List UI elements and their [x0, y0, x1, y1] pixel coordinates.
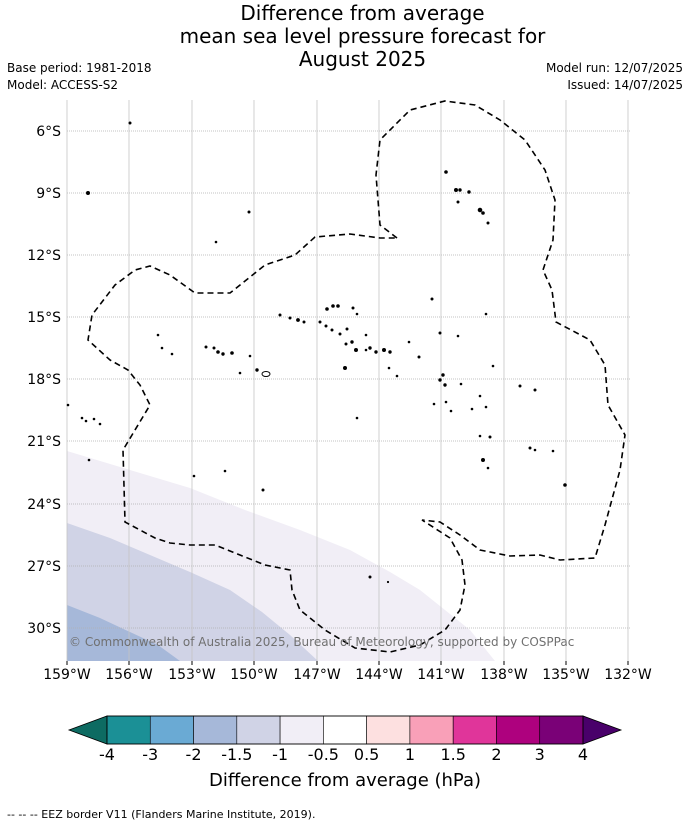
lon-label: 150°W [230, 667, 278, 683]
lat-label: 21°S [27, 434, 61, 450]
meta-right: Model run: 12/07/2025 Issued: 14/07/2025 [546, 60, 683, 94]
issued-date: Issued: 14/07/2025 [567, 78, 683, 92]
lat-label: 24°S [27, 497, 61, 513]
title-line-1: Difference from average [240, 1, 485, 25]
map-title: Difference from average mean sea level p… [0, 2, 690, 71]
lat-label: 6°S [36, 124, 61, 140]
axis-ticks [66, 661, 629, 665]
colorbar-tick-label: 4 [577, 745, 589, 764]
colorbar-tick-label: 3 [534, 745, 545, 764]
colorbar-bin [452, 715, 497, 745]
colorbar-bin [539, 715, 584, 745]
lon-label: 147°W [293, 667, 341, 683]
colorbar [67, 715, 623, 745]
colorbar-bin [193, 715, 238, 745]
lon-label: 141°W [417, 667, 465, 683]
colorbar-tick-label: 1 [404, 745, 415, 764]
colorbar-extend-high [582, 715, 623, 745]
colorbar-bin [236, 715, 281, 745]
colorbar-bins [106, 715, 584, 745]
latitude-labels: 6°S 9°S 12°S 15°S 18°S 21°S 24°S 27°S 30… [27, 124, 61, 637]
lat-label: 27°S [27, 559, 61, 575]
title-line-2: mean sea level pressure forecast for [179, 24, 546, 48]
copyright-notice: © Commonwealth of Australia 2025, Bureau… [69, 635, 574, 649]
colorbar-bin [366, 715, 411, 745]
colorbar-tick-label: -1.5 [221, 745, 253, 764]
colorbar-tick-label: -1 [272, 745, 289, 764]
lon-label: 153°W [168, 667, 216, 683]
colorbar-tick-label: 0.5 [353, 745, 380, 764]
lon-label: 159°W [43, 667, 91, 683]
lon-label: 138°W [480, 667, 528, 683]
colorbar-bin [106, 715, 151, 745]
lat-label: 12°S [27, 248, 61, 264]
base-period: Base period: 1981-2018 [7, 61, 152, 75]
lat-label: 30°S [27, 621, 61, 637]
model-name: Model: ACCESS-S2 [7, 78, 119, 92]
anomaly-band-minus-1 [67, 523, 318, 661]
islands [66, 121, 567, 584]
lat-label: 15°S [27, 310, 61, 326]
lon-label: 144°W [355, 667, 403, 683]
anomaly-band-minus-1.5 [67, 605, 180, 661]
colorbar-tick-label: -0.5 [307, 745, 339, 764]
colorbar-tick-label: -4 [99, 745, 115, 764]
model-run: Model run: 12/07/2025 [545, 61, 683, 75]
lat-label: 18°S [27, 372, 61, 388]
longitude-labels: 159°W 156°W 153°W 150°W 147°W 144°W 141°… [43, 667, 652, 683]
colorbar-frame [106, 715, 584, 745]
eez-legend-footer: -- -- -- EEZ border V11 (Flanders Marine… [7, 808, 316, 821]
colorbar-extend-low [67, 715, 108, 745]
colorbar-tick-label: 2 [491, 745, 502, 764]
lon-label: 156°W [105, 667, 153, 683]
colorbar-tick-label: -2 [185, 745, 202, 764]
colorbar-bin [323, 715, 367, 745]
eez-border [87, 100, 626, 653]
anomaly-shading [67, 451, 495, 661]
meridians [66, 100, 629, 661]
lat-label: 9°S [36, 186, 61, 202]
colorbar-bin [496, 715, 541, 745]
lon-label: 132°W [604, 667, 652, 683]
colorbar-bin [149, 715, 194, 745]
lon-label: 135°W [542, 667, 590, 683]
colorbar-tick-label: -3 [142, 745, 159, 764]
colorbar-bin [279, 715, 324, 745]
colorbar-tick-label: 1.5 [440, 745, 466, 764]
meta-left: Base period: 1981-2018 Model: ACCESS-S2 [7, 60, 152, 94]
colorbar-bin [409, 715, 454, 745]
title-line-3: August 2025 [298, 47, 427, 71]
colorbar-title: Difference from average (hPa) [208, 770, 482, 791]
